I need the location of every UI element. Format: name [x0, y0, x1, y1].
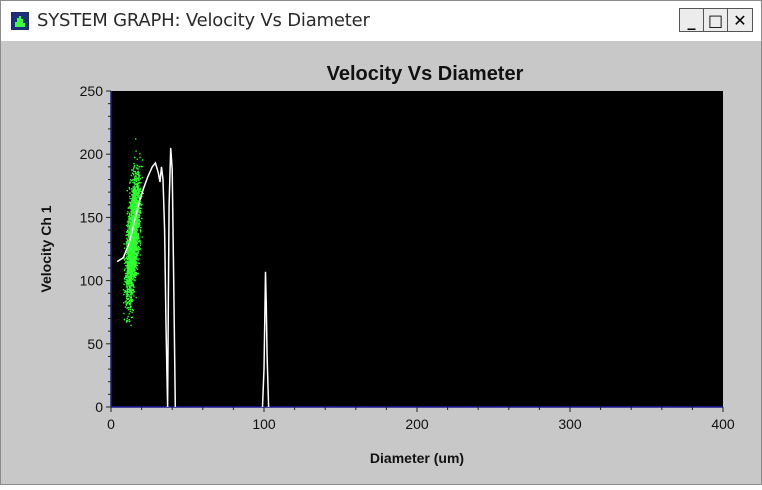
- y-tick-label: 200: [80, 146, 104, 162]
- axes: 0 50 100 150 200 250 0 100 200 300 400: [80, 83, 735, 432]
- y-tick-label: 250: [80, 83, 104, 99]
- x-tick-label: 100: [252, 416, 276, 432]
- graph-area: Velocity Vs Diameter 0 50 100 150 200 250 0 100…: [1, 41, 761, 484]
- y-tick-label: 150: [80, 209, 104, 225]
- trend-lines: [116, 147, 270, 408]
- y-tick-label: 50: [87, 336, 103, 352]
- x-tick-label: 0: [107, 416, 115, 432]
- window-title: SYSTEM GRAPH: Velocity Vs Diameter: [37, 10, 370, 31]
- series-line-1: [116, 147, 177, 408]
- x-tick-label: 300: [558, 416, 582, 432]
- scatter-points: [122, 138, 144, 327]
- series-line-2: [261, 271, 270, 408]
- x-tick-label: 200: [405, 416, 429, 432]
- y-axis-label: Velocity Ch 1: [38, 205, 54, 292]
- maximize-button[interactable]: □: [704, 9, 728, 31]
- minimize-button[interactable]: _: [680, 9, 704, 31]
- y-tick-label: 100: [80, 273, 104, 289]
- histogram-app-icon[interactable]: [11, 12, 29, 30]
- x-axis-label: Diameter (um): [370, 450, 464, 466]
- scatter-cloud: [122, 138, 144, 327]
- title-bar[interactable]: SYSTEM GRAPH: Velocity Vs Diameter _ □ ✕: [1, 1, 761, 41]
- chart-title: Velocity Vs Diameter: [327, 63, 524, 85]
- window-controls: _ □ ✕: [679, 8, 753, 32]
- close-button[interactable]: ✕: [733, 10, 747, 30]
- plot-area[interactable]: [111, 91, 723, 407]
- chart-svg[interactable]: Velocity Vs Diameter 0 50 100 150 200 250 0 100…: [1, 41, 761, 485]
- y-tick-label: 0: [95, 399, 103, 415]
- x-tick-label: 400: [711, 416, 735, 432]
